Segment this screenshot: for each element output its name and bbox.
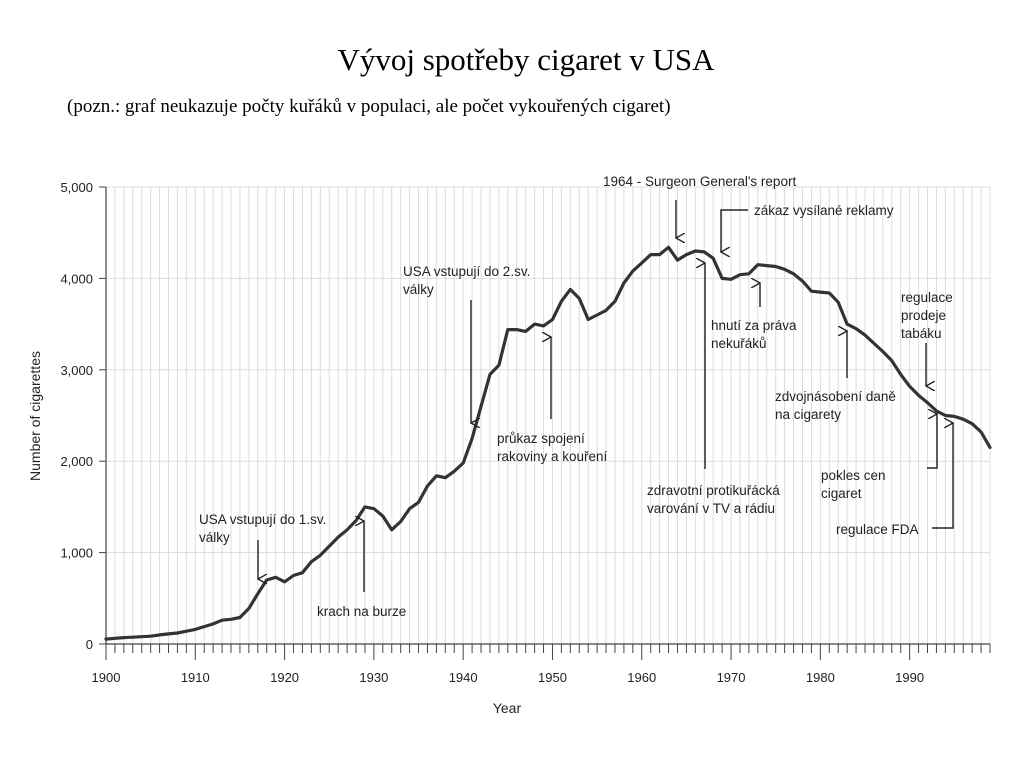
annotation: zdvojnásobení daně na cigarety: [775, 331, 896, 422]
annotation: zdravotní protikuřácká varování v TV a rá…: [647, 263, 780, 516]
annotation-text: zákaz vysílané reklamy: [754, 203, 894, 218]
annotation-text: zdravotní protikuřácká: [647, 483, 780, 498]
annotation-text: 1964 - Surgeon General's report: [603, 174, 796, 189]
chart-axes: 1900 1910 1920 1930 1940 1950 1960 1970 1980 1990…: [60, 180, 991, 685]
annotation-text: války: [199, 530, 230, 545]
annotation-text: nekuřáků: [711, 336, 767, 351]
annotation: USA vstupují do 2.sv. války: [403, 264, 530, 423]
y-tick-label: 3,000: [60, 363, 93, 378]
x-tick-label: 1980: [806, 670, 835, 685]
annotation-text: cigaret: [821, 486, 862, 501]
x-tick-label: 1960: [627, 670, 656, 685]
annotation-text: rakoviny a kouření: [497, 449, 608, 464]
annotation: zákaz vysílané reklamy: [721, 203, 894, 252]
annotation-arrow: [932, 423, 953, 529]
x-tick-label: 1950: [538, 670, 567, 685]
annotation-text: války: [403, 282, 434, 297]
annotation-text: regulace FDA: [836, 522, 919, 537]
annotation-text: varování v TV a rádiu: [647, 501, 775, 516]
annotation-text: krach na burze: [317, 604, 406, 619]
annotation-arrow: [721, 209, 748, 252]
x-tick-label: 1910: [181, 670, 210, 685]
annotation-text: zdvojnásobení daně: [775, 389, 896, 404]
x-axis-label: Year: [493, 700, 522, 716]
annotation-text: USA vstupují do 2.sv.: [403, 264, 530, 279]
annotation: pokles cen cigaret: [821, 414, 937, 501]
annotation-text: regulace: [901, 290, 953, 305]
annotation: průkaz spojení rakoviny a kouření: [497, 337, 608, 464]
annotation: USA vstupují do 1.sv. války: [199, 512, 326, 579]
chart-series: [104, 245, 992, 641]
annotation-text: tabáku: [901, 326, 942, 341]
slide-subtitle: (pozn.: graf neukazuje počty kuřáků v po…: [67, 96, 671, 117]
x-tick-label: 1940: [449, 670, 478, 685]
slide-title: Vývoj spotřeby cigaret v USA: [337, 42, 715, 77]
annotation: regulace prodeje tabáku: [901, 290, 953, 386]
annotation-arrow: [927, 414, 937, 469]
annotation: 1964 - Surgeon General's report: [603, 174, 796, 238]
y-tick-label: 1,000: [60, 546, 93, 561]
annotation: hnutí za práva nekuřáků: [711, 283, 797, 351]
annotation: regulace FDA: [836, 423, 953, 537]
y-tick-label: 0: [86, 637, 93, 652]
consumption-line: [104, 245, 992, 641]
annotation-text: průkaz spojení: [497, 431, 585, 446]
x-tick-label: 1920: [270, 670, 299, 685]
x-tick-label: 1990: [895, 670, 924, 685]
x-tick-label: 1900: [92, 670, 121, 685]
annotation-text: pokles cen: [821, 468, 886, 483]
x-tick-label: 1930: [359, 670, 388, 685]
y-tick-label: 4,000: [60, 271, 93, 286]
annotation-text: na cigarety: [775, 407, 841, 422]
annotation-text: prodeje: [901, 308, 946, 323]
annotation-text: USA vstupují do 1.sv.: [199, 512, 326, 527]
chart-grid: [105, 186, 991, 645]
chart-annotations: USA vstupují do 1.sv. války krach na burze…: [199, 174, 953, 619]
y-tick-label: 2,000: [60, 454, 93, 469]
y-tick-label: 5,000: [60, 180, 93, 195]
y-axis-label: Number of cigarettes: [27, 351, 43, 481]
annotation-text: hnutí za práva: [711, 318, 797, 333]
x-tick-label: 1970: [717, 670, 746, 685]
annotation: krach na burze: [317, 521, 406, 619]
